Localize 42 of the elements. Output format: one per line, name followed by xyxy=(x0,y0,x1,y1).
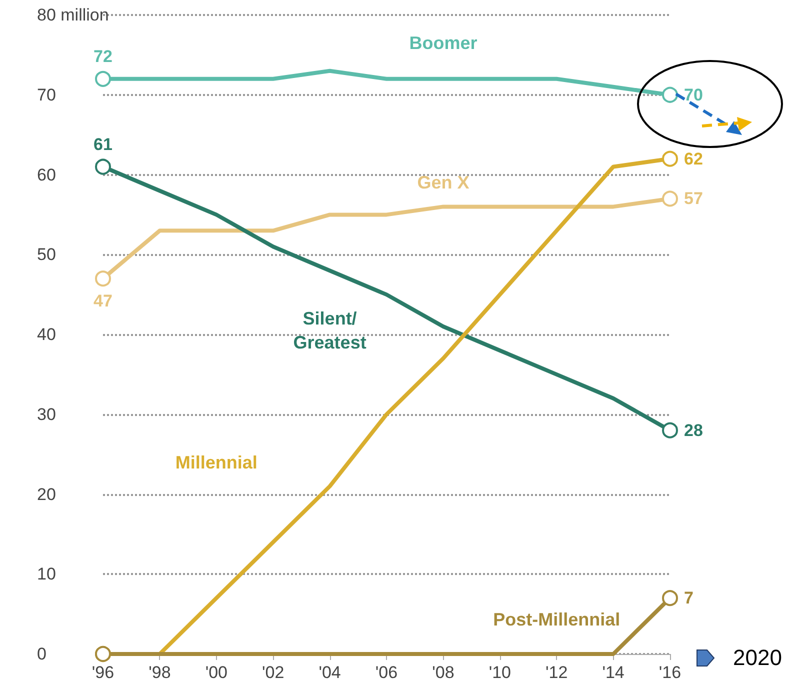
x-tick-label: '96 xyxy=(92,663,114,682)
x-tick-label: '02 xyxy=(262,663,284,682)
y-tick-label: 10 xyxy=(37,564,56,584)
point xyxy=(95,158,111,175)
x-tick-label: '10 xyxy=(488,663,511,682)
data-label: 62 xyxy=(684,149,703,168)
text: 2020 xyxy=(733,645,782,671)
y-tick-label: 0 xyxy=(37,644,46,664)
text: Millennial xyxy=(175,452,258,472)
y-tick-label: 30 xyxy=(37,404,56,424)
series-label: Boomer xyxy=(409,32,478,53)
y-tick-label: 50 xyxy=(37,245,56,264)
x-tick-label: '00 xyxy=(205,663,228,682)
point xyxy=(662,590,678,606)
point xyxy=(95,70,111,87)
y-tick-label: 70 xyxy=(37,85,56,104)
x-tick-label: '04 xyxy=(318,663,341,682)
y-tick-label: 80 million xyxy=(37,6,109,24)
x-tick-label: '06 xyxy=(375,663,398,682)
series-label: Post-Millennial xyxy=(493,610,620,630)
data-label: 28 xyxy=(684,420,703,440)
data-label: 47 xyxy=(94,292,112,311)
y-tick-label: 60 xyxy=(37,165,56,184)
point xyxy=(662,86,678,103)
x-tick-label: '98 xyxy=(148,663,171,682)
data-label: 7 xyxy=(684,588,694,608)
point xyxy=(662,190,678,207)
data-label: 61 xyxy=(94,134,112,154)
y-tick-label: 40 xyxy=(37,325,56,344)
series-label: Silent/ Greatest xyxy=(293,308,366,353)
data-label: 70 xyxy=(684,85,703,104)
data-label: 72 xyxy=(94,46,112,66)
point xyxy=(662,150,678,167)
x-tick-label: '12 xyxy=(546,663,568,682)
series-label: Gen X xyxy=(417,172,470,193)
y-tick-label: 20 xyxy=(37,484,56,504)
point xyxy=(95,270,111,287)
data-label: 57 xyxy=(684,189,703,208)
x-tick-label: '08 xyxy=(432,663,454,682)
x-tick-label: '14 xyxy=(602,663,624,682)
x-tick-label: '16 xyxy=(658,663,682,682)
point xyxy=(662,422,678,438)
